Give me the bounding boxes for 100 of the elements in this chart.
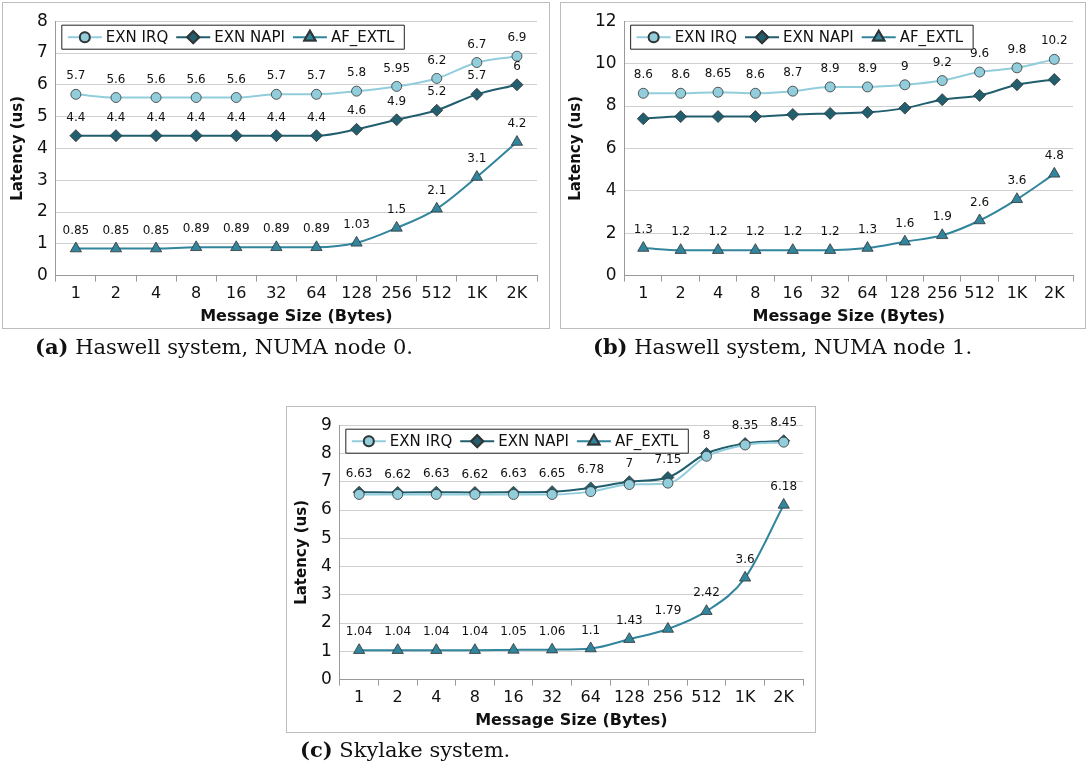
x-tick-label: 2 <box>392 687 403 707</box>
y-tick-label: 10 <box>594 52 617 73</box>
data-label: 2.1 <box>427 182 447 197</box>
legend-label: AF_EXTL <box>614 432 679 452</box>
x-tick-label: 2K <box>773 687 795 707</box>
legend-label: EXN IRQ <box>674 28 738 47</box>
data-label: 4.4 <box>186 109 206 124</box>
x-tick-label: 256 <box>652 687 684 707</box>
x-tick-label: 512 <box>964 283 995 303</box>
legend-label: EXN IRQ <box>105 28 169 47</box>
y-tick-label: 2 <box>36 200 48 221</box>
data-label: 5.95 <box>383 60 411 75</box>
data-label: 1.04 <box>384 624 412 639</box>
y-tick-label: 0 <box>605 264 617 285</box>
data-label: 6.2 <box>427 52 447 67</box>
data-label: 10.2 <box>1040 33 1068 48</box>
x-tick-label: 2 <box>110 283 122 303</box>
x-tick-label: 1K <box>734 687 756 707</box>
x-axis-title: Message Size (Bytes) <box>475 709 668 729</box>
data-label: 3.1 <box>467 151 487 166</box>
y-tick-label: 8 <box>320 441 332 462</box>
data-label: 1.05 <box>500 624 527 639</box>
y-tick-label: 6 <box>605 136 617 157</box>
y-tick-label: 8 <box>605 94 617 115</box>
data-label: 6.9 <box>507 30 527 45</box>
x-tick-label: 32 <box>541 687 563 707</box>
x-tick-label: 2 <box>675 283 686 303</box>
data-label: 1.9 <box>932 209 952 224</box>
x-tick-label: 1K <box>1006 283 1028 303</box>
x-tick-label: 1 <box>638 283 649 303</box>
x-tick-label: 2K <box>1043 283 1066 303</box>
data-label: 9 <box>901 58 909 73</box>
data-label: 1.43 <box>615 613 643 628</box>
data-label: 1.6 <box>895 215 915 230</box>
y-tick-label: 7 <box>320 470 332 491</box>
data-label: 6.65 <box>538 465 566 480</box>
y-tick-label: 6 <box>36 73 48 94</box>
data-label: 4.4 <box>106 109 126 124</box>
x-tick-label: 512 <box>421 283 453 303</box>
x-tick-label: 16 <box>226 283 247 303</box>
data-label: 9.6 <box>970 46 990 61</box>
data-label: 5.7 <box>306 68 326 83</box>
y-tick-label: 6 <box>320 498 332 519</box>
data-label: 2.6 <box>970 194 990 209</box>
legend-label: EXN IRQ <box>389 432 453 451</box>
data-label: 8.7 <box>783 65 803 80</box>
data-label: 6.63 <box>345 466 373 481</box>
x-tick-label: 16 <box>782 283 803 303</box>
x-tick-label: 16 <box>503 687 524 707</box>
x-tick-label: 64 <box>857 283 878 303</box>
data-label: 4.4 <box>306 109 326 124</box>
data-label: 1.5 <box>387 202 407 217</box>
data-label: 5.8 <box>347 65 367 80</box>
legend-label: EXN NAPI <box>498 432 569 451</box>
y-tick-label: 2 <box>320 611 332 632</box>
legend-label: AF_EXTL <box>330 28 395 48</box>
y-axis-title: Latency (us) <box>291 499 310 605</box>
y-tick-label: 4 <box>320 554 332 575</box>
data-label: 5.6 <box>226 71 246 86</box>
y-tick-label: 0 <box>320 668 332 689</box>
x-tick-label: 256 <box>926 283 958 303</box>
data-label: 3.6 <box>735 551 755 566</box>
data-label: 4.6 <box>347 103 367 118</box>
x-tick-label: 512 <box>691 687 722 707</box>
data-label: 5.6 <box>186 71 206 86</box>
data-label: 8.9 <box>820 61 840 76</box>
data-label: 1.2 <box>783 224 803 239</box>
data-label: 8.65 <box>704 66 732 81</box>
data-label: 1.79 <box>654 603 682 618</box>
legend-label: AF_EXTL <box>899 28 964 48</box>
data-label: 4.8 <box>1044 147 1064 162</box>
y-tick-label: 3 <box>320 583 332 604</box>
y-tick-label: 2 <box>605 221 617 242</box>
data-label: 0.89 <box>263 221 290 236</box>
data-label: 1.03 <box>343 216 370 231</box>
data-label: 4.4 <box>266 109 286 124</box>
data-label: 1.04 <box>345 624 373 639</box>
x-tick-label: 1K <box>466 283 488 303</box>
y-tick-label: 4 <box>605 179 617 200</box>
text: (b) Haswell system, NUMA node 1. <box>593 334 973 359</box>
data-label: 1.2 <box>745 224 765 239</box>
x-tick-label: 8 <box>469 687 481 707</box>
data-label: 4.9 <box>387 93 407 108</box>
data-label: 5.6 <box>146 71 166 86</box>
x-axis-title: Message Size (Bytes) <box>200 305 393 325</box>
x-tick-label: 4 <box>150 283 162 303</box>
y-tick-label: 8 <box>36 9 48 30</box>
data-label: 5.7 <box>266 68 286 83</box>
data-label: 1.2 <box>671 224 691 239</box>
data-label: 8.9 <box>857 61 878 76</box>
x-tick-label: 64 <box>580 687 601 707</box>
legend-label: EXN NAPI <box>783 28 854 47</box>
x-tick-label: 2K <box>506 283 528 303</box>
data-label: 4.4 <box>146 109 166 124</box>
y-tick-label: 0 <box>36 264 48 285</box>
text: (c) Skylake system. <box>300 737 511 762</box>
x-tick-label: 128 <box>889 283 921 303</box>
x-tick-label: 8 <box>750 283 761 303</box>
data-label: 9.8 <box>1007 41 1027 56</box>
data-label: 6.62 <box>384 466 412 481</box>
